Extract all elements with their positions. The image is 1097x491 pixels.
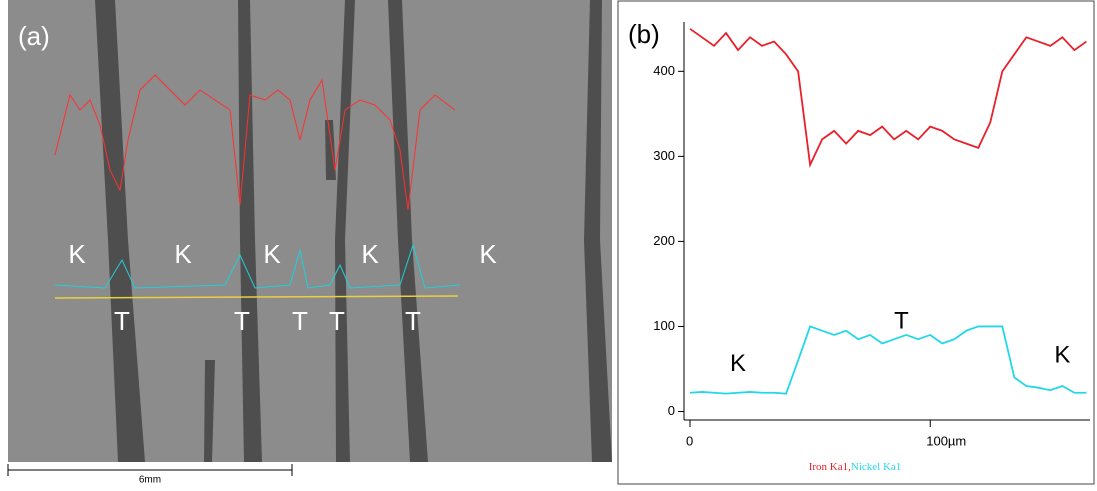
k-label: K bbox=[361, 239, 379, 269]
x-tick-label: 0 bbox=[686, 433, 693, 448]
legend-entry: Nickel Ka1 bbox=[851, 461, 901, 473]
k-label: K bbox=[263, 239, 281, 269]
y-tick-label: 100 bbox=[653, 318, 675, 333]
panel-label: (a) bbox=[18, 21, 50, 51]
t-label: T bbox=[292, 306, 308, 336]
annotation: K bbox=[1054, 342, 1070, 369]
t-label: T bbox=[234, 306, 250, 336]
y-tick-label: 0 bbox=[668, 403, 675, 418]
k-label: K bbox=[479, 239, 497, 269]
scale-bar-label: 6mm bbox=[139, 475, 161, 486]
t-label: T bbox=[329, 306, 345, 336]
figure: (a) KKKKKTTTTT 6mm (b) 01002003004000100… bbox=[0, 0, 1097, 486]
panel-label: (b) bbox=[628, 19, 660, 49]
legend-entry: Iron Ka1 bbox=[809, 461, 848, 473]
y-tick-label: 400 bbox=[653, 63, 675, 78]
y-tick-label: 300 bbox=[653, 148, 675, 163]
annotation: T bbox=[894, 308, 909, 335]
annotation: K bbox=[730, 350, 746, 377]
x-tick-label: 100µm bbox=[926, 433, 966, 448]
k-label: K bbox=[68, 239, 86, 269]
y-tick-label: 200 bbox=[653, 233, 675, 248]
k-label: K bbox=[174, 239, 192, 269]
legend: Iron Ka1,Nickel Ka1 bbox=[809, 461, 902, 473]
t-label: T bbox=[114, 306, 130, 336]
t-label: T bbox=[405, 306, 421, 336]
panel-b-frame bbox=[618, 1, 1094, 484]
